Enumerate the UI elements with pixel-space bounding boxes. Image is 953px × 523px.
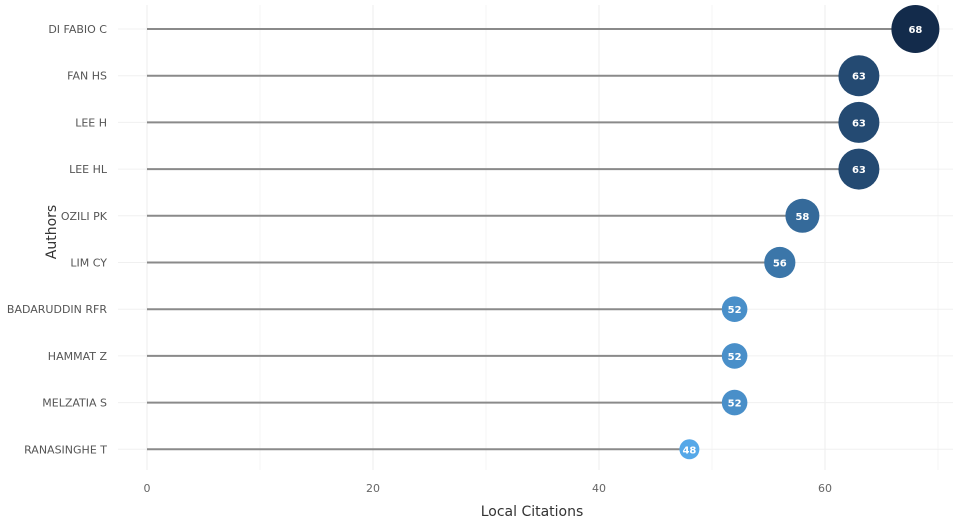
value-label: 63 — [852, 165, 866, 176]
x-tick-label: 40 — [592, 482, 606, 495]
category-label: LIM CY — [70, 257, 107, 270]
point — [721, 296, 748, 323]
category-label: LEE H — [75, 116, 107, 129]
category-label: LEE HL — [69, 163, 108, 176]
category-label: RANASINGHE T — [24, 443, 107, 456]
category-label: MELZATIA S — [42, 397, 107, 410]
y-axis-categories: DI FABIO C FAN HS LEE H LEE HL OZILI PK LIM C… — [7, 23, 108, 456]
value-label: 58 — [795, 212, 809, 223]
point — [679, 439, 700, 460]
point — [764, 246, 796, 279]
value-label: 52 — [728, 399, 742, 410]
x-tick-label: 60 — [818, 482, 832, 495]
x-tick-label: 20 — [366, 482, 380, 495]
point — [838, 148, 880, 190]
value-label: 52 — [728, 305, 742, 316]
x-axis-ticks: 0 20 40 60 — [144, 482, 833, 495]
point — [721, 389, 748, 416]
point — [785, 198, 820, 233]
point — [891, 5, 940, 53]
point — [838, 101, 880, 143]
value-label: 56 — [773, 259, 787, 270]
stems — [147, 28, 916, 451]
x-axis-title: Local Citations — [481, 504, 584, 520]
y-axis-title: Authors — [44, 205, 60, 259]
points: 68 63 63 63 58 56 52 52 52 48 — [679, 5, 940, 460]
value-label: 68 — [908, 25, 922, 36]
value-label: 63 — [852, 118, 866, 129]
category-label: HAMMAT Z — [48, 350, 108, 363]
category-label: BADARUDDIN RFR — [7, 303, 107, 316]
x-tick-label: 0 — [144, 482, 151, 495]
point — [721, 343, 748, 369]
category-label: OZILI PK — [61, 210, 108, 223]
value-label: 52 — [728, 352, 742, 363]
value-label: 63 — [852, 72, 866, 83]
category-label: FAN HS — [67, 70, 107, 83]
category-label: DI FABIO C — [48, 23, 107, 36]
point — [838, 55, 880, 97]
value-label: 48 — [682, 445, 696, 456]
